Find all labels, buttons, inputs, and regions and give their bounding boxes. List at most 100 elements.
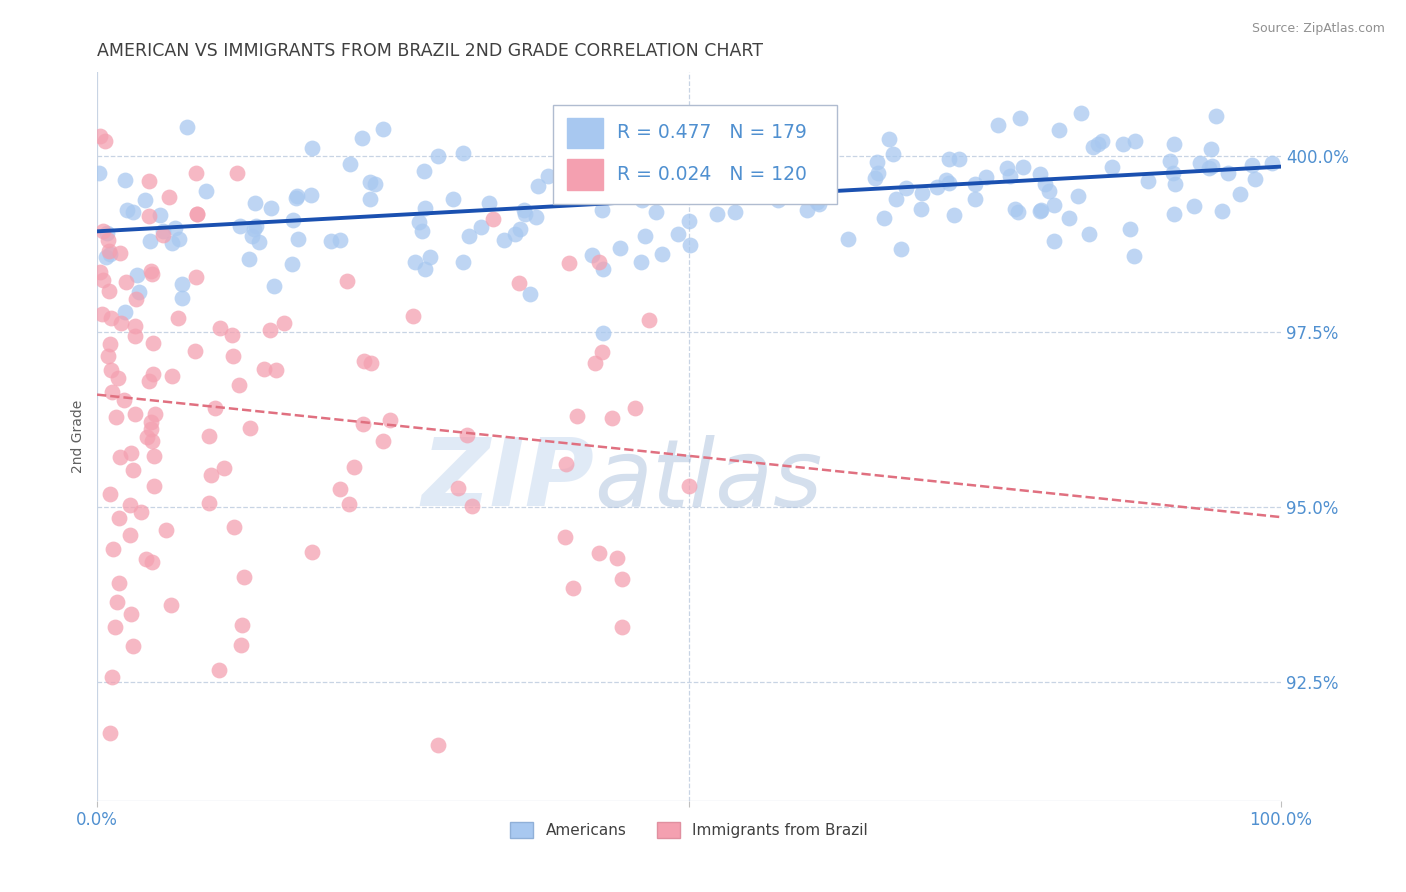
Point — [120, 528, 142, 542]
Point — [94, 134, 117, 148]
Point — [108, 576, 131, 591]
Point — [1182, 199, 1205, 213]
Point — [890, 243, 912, 257]
Point — [184, 269, 207, 284]
Point — [797, 148, 820, 162]
Point — [796, 202, 818, 217]
Point — [1199, 142, 1222, 156]
FancyBboxPatch shape — [553, 105, 837, 203]
Point — [1136, 174, 1159, 188]
Point — [273, 316, 295, 330]
Point — [167, 311, 190, 326]
Point — [1198, 161, 1220, 175]
Point — [508, 276, 530, 290]
Point — [630, 255, 652, 269]
Point — [938, 152, 960, 166]
Point — [806, 195, 828, 210]
Point — [110, 246, 132, 260]
Point — [1163, 207, 1185, 221]
Point — [451, 255, 474, 269]
Point — [329, 482, 352, 496]
Point — [208, 321, 231, 335]
Point — [640, 169, 662, 183]
Point — [336, 274, 359, 288]
Point — [865, 170, 887, 185]
Point — [963, 192, 986, 206]
Point — [120, 499, 142, 513]
Point — [264, 363, 287, 377]
Point — [974, 169, 997, 184]
Point — [378, 413, 401, 427]
Point — [588, 546, 610, 560]
Point — [176, 120, 198, 135]
Point — [337, 497, 360, 511]
Point — [763, 169, 786, 183]
Point — [606, 550, 628, 565]
Point — [513, 202, 536, 217]
FancyBboxPatch shape — [567, 118, 603, 148]
Point — [894, 180, 917, 194]
Point — [281, 213, 304, 227]
Point — [717, 153, 740, 167]
Point — [97, 349, 120, 363]
Point — [621, 174, 644, 188]
Point — [554, 531, 576, 545]
Point — [149, 208, 172, 222]
Point — [301, 140, 323, 154]
Point — [107, 595, 129, 609]
Point — [371, 122, 394, 136]
Point — [98, 726, 121, 740]
Point — [108, 450, 131, 465]
Point — [91, 224, 114, 238]
Point — [285, 191, 308, 205]
Point — [766, 193, 789, 207]
Point — [650, 133, 672, 147]
Point — [678, 214, 700, 228]
Point — [565, 409, 588, 423]
Point — [576, 186, 599, 201]
Point — [1240, 157, 1263, 171]
Point — [222, 350, 245, 364]
Point — [1012, 160, 1035, 174]
Point — [186, 166, 208, 180]
Point — [229, 639, 252, 653]
Point — [707, 140, 730, 154]
Point — [138, 174, 160, 188]
Text: AMERICAN VS IMMIGRANTS FROM BRAZIL 2ND GRADE CORRELATION CHART: AMERICAN VS IMMIGRANTS FROM BRAZIL 2ND G… — [97, 42, 763, 60]
Point — [124, 329, 146, 343]
Point — [287, 232, 309, 246]
Point — [1033, 178, 1056, 192]
Point — [558, 255, 581, 269]
Point — [90, 306, 112, 320]
Point — [122, 205, 145, 219]
Point — [263, 279, 285, 293]
Point — [1123, 134, 1146, 148]
Point — [186, 207, 208, 221]
Point — [460, 500, 482, 514]
Point — [152, 227, 174, 242]
Point — [243, 221, 266, 235]
Point — [457, 228, 479, 243]
Point — [616, 145, 638, 160]
Point — [98, 285, 121, 299]
Point — [141, 434, 163, 448]
Point — [197, 429, 219, 443]
Point — [456, 428, 478, 442]
Point — [925, 180, 948, 194]
FancyBboxPatch shape — [567, 159, 603, 190]
Point — [586, 162, 609, 177]
Point — [259, 323, 281, 337]
Point — [1201, 159, 1223, 173]
Point — [1067, 189, 1090, 203]
Point — [1229, 187, 1251, 202]
Point — [226, 166, 249, 180]
Point — [575, 112, 598, 126]
Point — [785, 155, 807, 169]
Point — [631, 193, 654, 207]
Point — [1029, 203, 1052, 218]
Point — [353, 353, 375, 368]
Point — [1004, 202, 1026, 216]
Point — [359, 192, 381, 206]
Point — [1070, 106, 1092, 120]
Point — [167, 232, 190, 246]
